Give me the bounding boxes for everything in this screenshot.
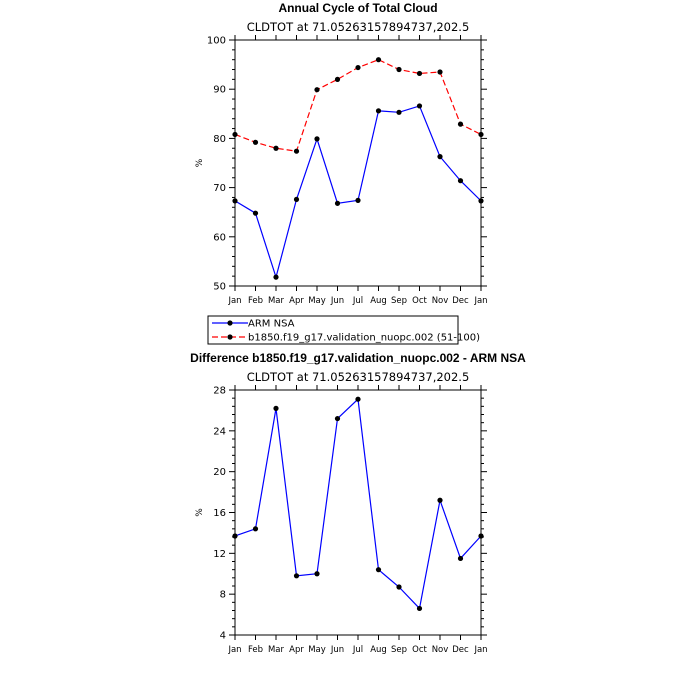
legend-entry: b1850.f19_g17.validation_nuopc.002 (51-1…	[248, 333, 480, 344]
plot-frame	[234, 39, 482, 287]
chart-annual-cycle: Annual Cycle of Total Cloud CLDTOT at 71.…	[195, 1, 488, 345]
data-point	[273, 405, 279, 411]
data-point	[478, 533, 484, 539]
x-tick-label: May	[308, 296, 326, 306]
data-point	[396, 66, 402, 73]
legend-box	[207, 315, 459, 345]
x-tick-label: May	[308, 645, 326, 655]
data-point	[314, 571, 320, 577]
data-point	[355, 396, 361, 402]
data-point	[273, 145, 279, 151]
data-point	[252, 139, 259, 145]
data-point	[375, 57, 382, 63]
data-point	[293, 148, 300, 154]
data-point	[293, 196, 300, 203]
x-tick-label: Aug	[370, 296, 387, 306]
data-point	[396, 584, 402, 590]
series-line-0	[234, 105, 482, 280]
data-point	[437, 497, 443, 503]
data-point	[252, 210, 259, 216]
legend-marker	[227, 320, 233, 326]
data-point	[232, 131, 238, 138]
y-tick-label: 8	[220, 590, 226, 601]
data-point	[232, 198, 238, 204]
legend-entry: ARM NSA	[248, 319, 295, 330]
data-point	[437, 69, 443, 75]
x-tick-label: Feb	[248, 645, 263, 655]
chart-subtitle: CLDTOT at 71.05263157894737,202.5	[247, 20, 470, 34]
chart-title: Difference b1850.f19_g17.validation_nuop…	[190, 351, 526, 365]
y-tick-label: 12	[213, 549, 226, 560]
data-point	[416, 605, 423, 612]
data-point	[375, 567, 382, 573]
y-tick-label: 100	[207, 36, 226, 47]
x-tick-label: Jan	[473, 296, 487, 306]
data-point	[478, 198, 484, 204]
x-tick-label: Sep	[391, 296, 407, 306]
x-tick-label: Dec	[452, 296, 469, 306]
x-tick-label: Mar	[268, 645, 285, 655]
x-tick-label: Oct	[412, 645, 427, 655]
y-tick-label: 28	[213, 386, 226, 397]
data-point	[457, 178, 464, 184]
data-point	[416, 70, 423, 77]
x-tick-label: Apr	[289, 296, 304, 306]
x-tick-label: Jun	[330, 296, 344, 306]
data-point	[293, 573, 300, 579]
data-point	[396, 109, 402, 115]
data-point	[334, 415, 341, 422]
y-tick-label: 16	[213, 508, 226, 519]
legend: ARM NSA b1850.f19_g17.validation_nuopc.00…	[207, 315, 480, 345]
data-point	[437, 154, 443, 160]
x-tick-label: Jun	[330, 645, 344, 655]
data-point	[314, 87, 320, 93]
data-point	[273, 274, 279, 280]
y-axis-label: %	[195, 158, 205, 167]
data-point	[416, 103, 423, 109]
data-point	[457, 121, 464, 127]
y-axis-label: %	[195, 508, 205, 517]
y-tick-label: 60	[213, 232, 226, 243]
x-tick-label: Jan	[227, 296, 241, 306]
x-tick-label: Apr	[289, 645, 304, 655]
series-line-1	[234, 59, 482, 152]
chart-difference: Difference b1850.f19_g17.validation_nuop…	[190, 351, 526, 655]
data-point	[355, 197, 361, 203]
x-tick-label: Nov	[432, 296, 449, 306]
chart-title: Annual Cycle of Total Cloud	[278, 1, 437, 15]
data-point	[375, 108, 382, 114]
x-tick-label: Aug	[370, 645, 387, 655]
data-point	[334, 76, 341, 82]
x-tick-label: Nov	[432, 645, 449, 655]
y-tick-label: 90	[213, 85, 226, 96]
x-tick-label: Jan	[227, 645, 241, 655]
data-point	[334, 200, 341, 206]
data-point	[457, 555, 464, 562]
series-line-0	[234, 397, 482, 610]
y-tick-label: 80	[213, 134, 226, 145]
legend-marker	[227, 334, 233, 340]
x-tick-label: Mar	[268, 296, 285, 306]
x-tick-label: Dec	[452, 645, 469, 655]
x-tick-label: Sep	[391, 645, 407, 655]
data-point	[232, 533, 238, 539]
x-tick-label: Oct	[412, 296, 427, 306]
y-tick-label: 24	[213, 426, 226, 437]
chart-subtitle: CLDTOT at 71.05263157894737,202.5	[247, 370, 470, 384]
x-tick-label: Jul	[352, 296, 363, 306]
data-point	[252, 526, 259, 532]
x-tick-label: Jan	[473, 645, 487, 655]
y-tick-label: 70	[213, 183, 226, 194]
y-tick-label: 50	[213, 282, 226, 293]
data-point	[478, 131, 484, 138]
x-tick-label: Jul	[352, 645, 363, 655]
y-tick-label: 4	[220, 631, 226, 642]
data-point	[314, 136, 320, 142]
data-point	[355, 64, 361, 71]
x-tick-label: Feb	[248, 296, 263, 306]
y-tick-label: 20	[213, 467, 226, 478]
